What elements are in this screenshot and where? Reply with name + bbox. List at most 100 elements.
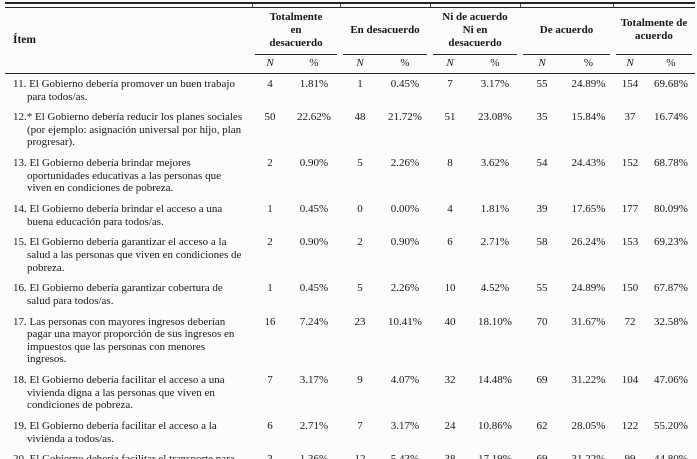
n-value: 55 [536,282,548,295]
group-header-en-desacuerdo: En desacuerdo [340,8,430,55]
percent-column-header: % [564,54,613,74]
percent-value: 21.72% [388,111,422,124]
n-value: 7 [357,420,363,432]
table-row: 12.* El Gobierno debería reducir los pla… [5,107,695,153]
n-value: 1 [357,77,363,90]
n-value: 10 [444,282,456,295]
n-value: 40 [444,315,456,328]
n-value: 37 [624,111,636,124]
percent-value: 44.80% [647,449,695,459]
percent-value: 1.81% [299,77,329,90]
percent-value: 0.00% [390,203,420,216]
n-value: 122 [621,420,639,432]
n-value: 51 [444,111,456,124]
percent-value: 4.07% [390,374,420,387]
item-text: 16. El Gobierno debería garantizar cober… [13,282,223,307]
table-row: 15. El Gobierno debería garantizar el ac… [5,232,695,278]
n-value: 5 [357,157,363,170]
percent-value: 4.52% [480,282,510,295]
n-value: 69 [520,449,564,459]
band-group-cell [339,3,430,8]
percent-value: 7.24% [299,315,329,328]
percent-value: 31.67% [571,315,606,328]
table-row: 18. El Gobierno debería facilitar el acc… [5,370,695,416]
percent-value: 28.05% [571,420,606,432]
group-header-totalmente-desacuerdo: Totalmente en desacuerdo [252,8,340,55]
n-column-header: N [613,54,647,74]
table-row: 16. El Gobierno debería garantizar cober… [5,278,695,311]
percent-value: 16.74% [654,111,688,124]
n-value: 150 [621,282,639,295]
percent-value: 32.58% [654,315,688,328]
percent-column-header: % [380,54,430,74]
percent-value: 0.45% [390,77,420,90]
percent-value: 24.89% [571,282,606,295]
percent-value: 69.23% [654,236,688,249]
n-value: 12 [340,449,380,459]
n-value: 2 [267,157,273,170]
n-value: 48 [354,111,366,124]
percent-value: 2.26% [390,157,420,170]
percent-value: 3.17% [390,420,420,432]
n-value: 1 [267,282,273,295]
group-header-de-acuerdo: De acuerdo [520,8,613,55]
n-value: 2 [267,236,273,249]
sub-header-row: N % N % N % N % N % [5,54,695,74]
n-value: 16 [264,315,276,328]
item-text: 19. El Gobierno debería facilitar el acc… [13,420,217,445]
percent-value: 3.17% [299,374,329,387]
n-value: 38 [430,449,470,459]
band-group-cell [429,3,520,8]
group-header-ni-acuerdo-ni-desacuerdo: Ni de acuerdo Ni en desacuerdo [430,8,520,55]
n-value: 4 [447,203,453,216]
item-text: 18. El Gobierno debería facilitar el acc… [13,374,225,412]
percent-column-header: % [470,54,520,74]
survey-results-table: Ítem Totalmente en desacuerdo En desacue… [5,2,695,459]
n-value: 7 [267,374,273,387]
n-value: 7 [447,77,453,90]
percent-value: 80.09% [654,203,688,216]
percent-value: 23.08% [478,111,512,124]
n-value: 8 [447,157,453,170]
percent-value: 5.43% [380,449,430,459]
percent-value: 0.90% [299,157,329,170]
n-value: 54 [536,157,548,170]
percent-value: 69.68% [654,77,688,90]
n-value: 24 [444,420,456,432]
n-column-header: N [252,54,288,74]
n-value: 58 [536,236,548,249]
group-header-row: Ítem Totalmente en desacuerdo En desacue… [5,7,695,74]
n-column-header: N [430,54,470,74]
percent-value: 2.71% [480,236,510,249]
item-text: 20. El Gobierno debería facilitar el tra… [5,449,252,459]
percent-value: 0.45% [299,282,329,295]
table-body: 11. El Gobierno debería promover un buen… [5,73,695,459]
band-group-cell [612,3,695,8]
item-text: 13. El Gobierno debería brindar mejores … [13,157,221,195]
table-row: 20. El Gobierno debería facilitar el tra… [5,449,695,459]
n-value: 55 [536,77,548,90]
n-value: 152 [621,157,639,170]
percent-value: 68.78% [654,157,688,170]
percent-value: 3.62% [480,157,510,170]
percent-column-header: % [288,54,340,74]
item-text: 12.* El Gobierno debería reducir los pla… [13,111,243,149]
percent-value: 17.65% [571,203,606,216]
n-value: 4 [267,77,273,90]
band-group-cell [519,3,613,8]
n-column-header: N [340,54,380,74]
percent-value: 1.36% [288,449,340,459]
item-text: 11. El Gobierno debería promover un buen… [13,77,235,103]
percent-value: 14.48% [478,374,512,387]
group-header-totalmente-acuerdo: Totalmente de acuerdo [613,8,695,55]
top-rule-band [5,3,695,8]
n-value: 2 [357,236,363,249]
percent-value: 0.45% [299,203,329,216]
percent-value: 17.19% [470,449,520,459]
n-value: 35 [536,111,548,124]
table-row: 17. Las personas con mayores ingresos de… [5,312,695,371]
percent-value: 47.06% [654,374,688,387]
table-row: 13. El Gobierno debería brindar mejores … [5,153,695,199]
item-text: 17. Las personas con mayores ingresos de… [13,315,235,366]
n-value: 154 [621,77,639,90]
